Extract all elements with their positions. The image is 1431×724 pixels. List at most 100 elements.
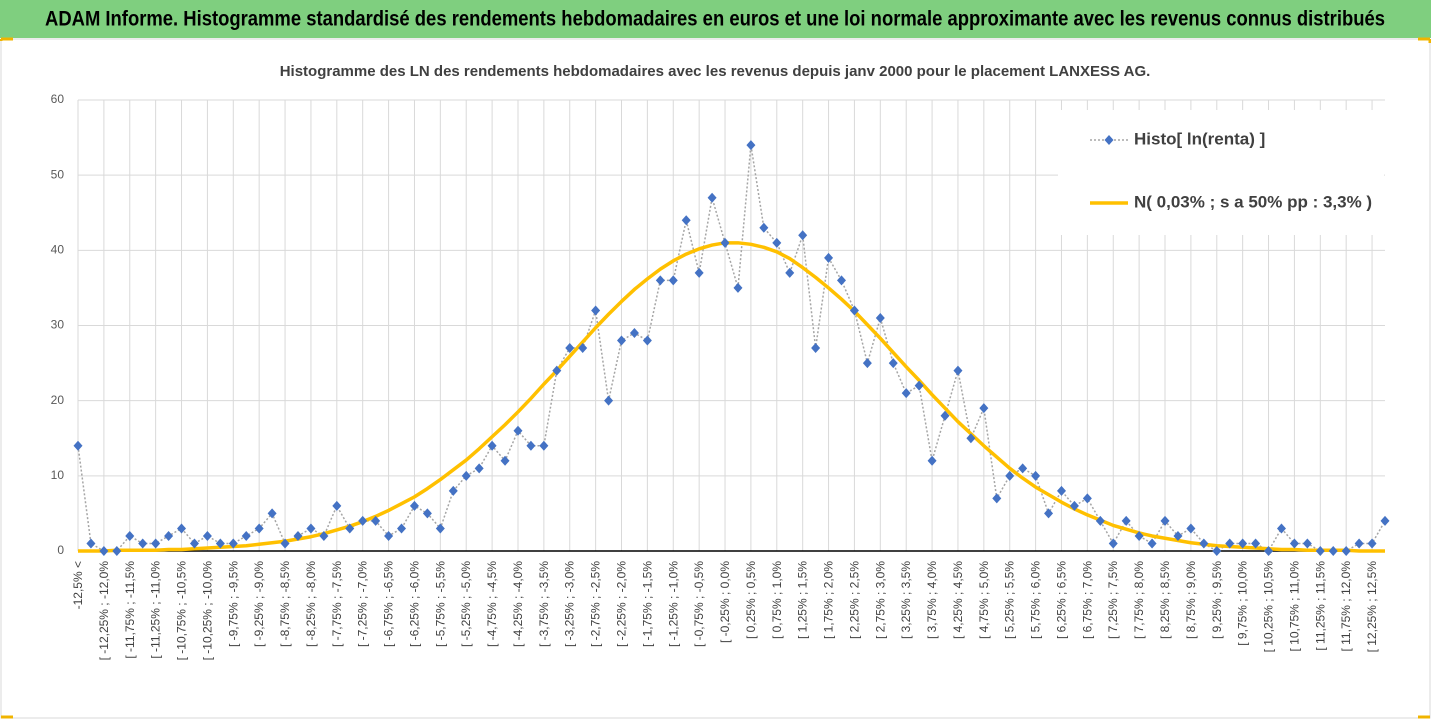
point-marker [422, 508, 432, 519]
point-marker [1173, 530, 1183, 541]
x-tick-label: [ -2,25% ; -2,0% [615, 561, 629, 647]
point-marker [1289, 538, 1299, 549]
point-marker [681, 215, 691, 226]
legend-box [1058, 110, 1384, 235]
point-marker [306, 523, 316, 534]
x-tick-label: [ 7,75% ; 8,0% [1132, 561, 1146, 639]
x-tick-label: [ -8,25% ; -8,0% [304, 561, 318, 647]
x-tick-label: [ -10,25% ; -10,0% [200, 561, 214, 661]
x-tick-label: [ 0,25% ; 0,5% [744, 561, 758, 639]
point-marker [979, 403, 989, 414]
x-tick-label: [ 10,75% ; 11,0% [1287, 561, 1301, 652]
x-tick-label: [ -3,75% ; -3,5% [537, 561, 551, 647]
point-marker [733, 282, 743, 293]
point-marker [668, 275, 678, 286]
point-marker [448, 485, 458, 496]
point-marker [513, 425, 523, 436]
plot-area: 0 10 20 30 40 50 60 -12,5% < [ -12,25% ; -12,0% [… [51, 92, 1390, 660]
x-tick-label: [ 2,75% ; 3,0% [873, 561, 887, 639]
point-marker [785, 267, 795, 278]
point-marker [1238, 538, 1248, 549]
point-marker [694, 267, 704, 278]
point-marker [1147, 538, 1157, 549]
x-tick-label: [ -3,25% ; -3,0% [563, 561, 577, 647]
x-tick-label: [ -7,25% ; -7,0% [356, 561, 370, 647]
x-tick-label: [ 4,75% ; 5,0% [977, 561, 991, 639]
x-tick-label: [ 1,25% ; 1,5% [796, 561, 810, 639]
point-marker [500, 455, 510, 466]
x-tick-label: [ 11,25% ; 11,5% [1313, 561, 1327, 651]
x-tick-label: [ 3,25% ; 3,5% [899, 561, 913, 639]
point-marker [1134, 530, 1144, 541]
point-marker [280, 538, 290, 549]
point-marker [409, 500, 419, 511]
point-marker [435, 523, 445, 534]
point-marker [112, 546, 122, 556]
point-marker [358, 515, 368, 526]
point-marker [189, 538, 199, 549]
point-marker [1341, 546, 1351, 556]
x-tick-label: [ 6,75% ; 7,0% [1080, 561, 1094, 639]
x-tick-label: [ 5,75% ; 6,0% [1029, 561, 1043, 639]
x-tick-label: [ 9,25% ; 9,5% [1210, 561, 1224, 639]
x-tick-label: [ -1,25% ; -1,0% [666, 561, 680, 647]
point-marker [1302, 538, 1312, 549]
point-marker [1108, 538, 1118, 549]
point-marker [177, 523, 187, 534]
x-tick-label: [ 9,75% ; 10,0% [1236, 561, 1250, 646]
x-tick-label: [ -0,75% ; -0,5% [692, 561, 706, 647]
point-marker [125, 530, 135, 541]
x-tick-label: [ -8,75% ; -8,5% [278, 561, 292, 647]
point-marker [1186, 523, 1196, 534]
point-marker [591, 305, 601, 316]
point-marker [824, 252, 834, 263]
point-marker [164, 530, 174, 541]
y-tick-label: 30 [51, 318, 65, 332]
normal-curve [78, 241, 1385, 553]
banner [0, 0, 1431, 38]
point-marker [1315, 546, 1325, 556]
point-marker [966, 433, 976, 444]
point-marker [241, 530, 251, 541]
point-marker [254, 523, 264, 534]
point-marker [836, 275, 846, 286]
point-marker [914, 380, 924, 391]
x-tick-label: [ 10,25% ; 10,5% [1262, 561, 1276, 653]
point-marker [1005, 470, 1015, 481]
x-tick-label: [ 5,25% ; 5,5% [1003, 561, 1017, 639]
x-tick-label: -12,5% < [71, 561, 85, 609]
point-marker [215, 538, 225, 549]
point-marker [1276, 523, 1286, 534]
legend-label: N( 0,03% ; s a 50% pp : 3,3% ) [1134, 192, 1372, 211]
x-tick-label: [ 3,75% ; 4,0% [925, 561, 939, 639]
point-marker [1056, 485, 1066, 496]
x-tick-label: [ -0,25% ; 0,0% [718, 561, 732, 643]
x-tick-label: [ 12,25% ; 12,5% [1365, 561, 1379, 653]
point-marker [1354, 538, 1364, 549]
point-marker [345, 523, 355, 534]
y-tick-label: 10 [51, 468, 65, 482]
point-marker [86, 538, 96, 549]
point-marker [642, 335, 652, 346]
point-marker [940, 410, 950, 421]
x-tick-label: [ -9,75% ; -9,5% [226, 561, 240, 647]
y-tick-label: 40 [51, 243, 65, 257]
point-marker [384, 530, 394, 541]
x-tick-label: [ -2,75% ; -2,5% [589, 561, 603, 647]
point-marker [267, 508, 277, 519]
point-marker [849, 305, 859, 316]
point-marker [1095, 515, 1105, 526]
x-tick-label: [ -5,75% ; -5,5% [433, 561, 447, 647]
point-marker [720, 237, 730, 248]
x-tick-label: [ 7,25% ; 7,5% [1106, 561, 1120, 639]
point-marker [1069, 500, 1079, 511]
point-marker [1251, 538, 1261, 549]
point-marker [371, 515, 381, 526]
point-marker [617, 335, 627, 346]
point-marker [565, 343, 575, 354]
y-tick-label: 60 [51, 92, 65, 106]
point-marker [1044, 508, 1054, 519]
legend-label: Histo[ ln(renta) ] [1134, 129, 1265, 148]
point-marker [604, 395, 614, 406]
